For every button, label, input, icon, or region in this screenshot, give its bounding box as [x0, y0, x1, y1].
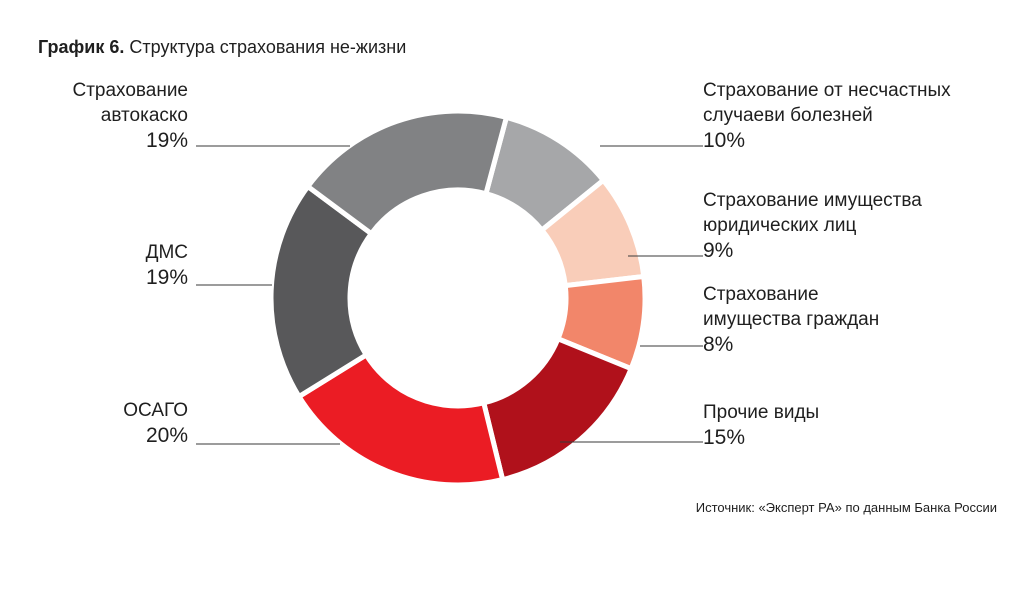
donut-slice-5: [268, 183, 375, 400]
chart-title: График 6. Структура страхования не-жизни: [38, 37, 406, 58]
slice-label-2: Страхование имущества граждан 8%: [703, 282, 879, 357]
slice-label-line: Страхование: [72, 80, 188, 101]
slice-label-6: Страхование автокаско 19%: [72, 78, 188, 153]
slice-label-line: юридических лиц: [703, 215, 857, 236]
slice-label-line: ОСАГО: [123, 400, 188, 421]
slice-label-3: Прочие виды 15%: [703, 400, 819, 450]
donut-slice-6: [304, 108, 510, 238]
slice-value-label: 19%: [145, 129, 188, 152]
slice-label-0: Страхование от несчастных случаеви болезн…: [703, 78, 951, 153]
slice-label-1: Страхование имущества юридических лиц 9%: [703, 188, 922, 263]
donut-slice-3: [480, 335, 635, 483]
donut-slice-4: [295, 351, 506, 488]
slice-label-line: Страхование имущества: [703, 190, 922, 211]
slice-label-line: ДМС: [145, 242, 188, 263]
slice-value-label: 9%: [703, 239, 734, 262]
slice-label-line: имущества граждан: [703, 309, 880, 330]
slice-label-line: Прочие виды: [703, 402, 820, 423]
slice-label-5: ДМС 19%: [146, 240, 188, 290]
slice-value-label: 10%: [703, 129, 746, 152]
slice-label-line: случаеви болезней: [703, 105, 873, 126]
slice-value-label: 15%: [703, 426, 746, 449]
slice-value-label: 19%: [145, 266, 188, 289]
slice-label-4: ОСАГО 20%: [123, 398, 188, 448]
slice-value-label: 8%: [703, 333, 734, 356]
slice-label-line: Страхование: [703, 284, 819, 305]
chart-title-text: Структура страхования не-жизни: [129, 37, 407, 57]
source-note: Источник: «Эксперт РА» по данным Банка Р…: [695, 500, 997, 515]
slice-label-line: автокаско: [100, 105, 188, 126]
slice-value-label: 20%: [145, 424, 188, 447]
chart-title-prefix: График 6.: [38, 37, 125, 57]
slice-label-line: Страхование от несчастных: [703, 80, 951, 101]
